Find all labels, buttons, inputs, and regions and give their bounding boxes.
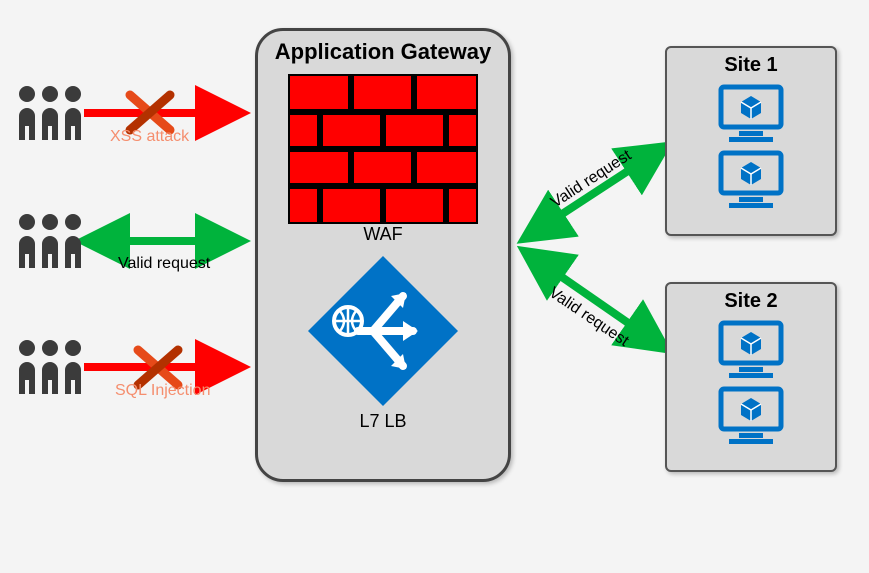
vm-monitor-icon	[715, 319, 787, 381]
users-icon	[15, 336, 85, 394]
site2-box: Site 2	[665, 282, 837, 472]
users-icon	[15, 210, 85, 268]
xss-label: XSS attack	[110, 128, 189, 146]
l7lb-icon	[303, 251, 463, 411]
site2-title: Site 2	[667, 290, 835, 313]
gateway-box: Application Gateway WAF	[255, 28, 511, 482]
users-icon	[15, 82, 85, 140]
l7-label: L7 LB	[258, 411, 508, 432]
vm-monitor-icon	[715, 149, 787, 211]
clients-row-3	[15, 336, 85, 399]
clients-row-1	[15, 82, 85, 145]
site1-title: Site 1	[667, 54, 835, 77]
arrow-site1	[530, 150, 660, 235]
gateway-title: Application Gateway	[258, 39, 508, 64]
waf-label: WAF	[258, 224, 508, 245]
site1-box: Site 1	[665, 46, 837, 236]
sql-label: SQL Injection	[115, 382, 210, 400]
clients-row-2	[15, 210, 85, 273]
vm-monitor-icon	[715, 385, 787, 447]
valid-client-label: Valid request	[118, 255, 210, 273]
vm-monitor-icon	[715, 83, 787, 145]
waf-icon	[288, 74, 478, 224]
